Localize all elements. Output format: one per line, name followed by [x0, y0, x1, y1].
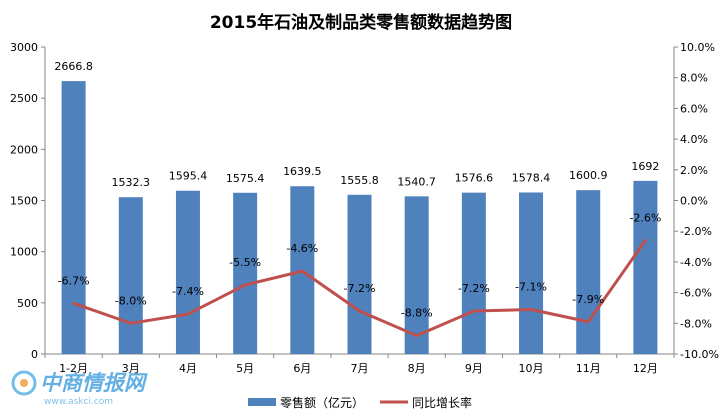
bar — [175, 190, 200, 354]
line-value-label: -6.7% — [58, 274, 90, 287]
line-point — [529, 307, 533, 311]
y-right-tick-label: 2.0% — [680, 164, 708, 177]
y-right-tick-label: 4.0% — [680, 133, 708, 146]
bar — [461, 192, 486, 354]
bar-value-label: 1540.7 — [397, 175, 436, 188]
y-left-tick-label: 2500 — [10, 92, 38, 105]
bar — [118, 197, 143, 354]
x-tick-label: 11月 — [576, 362, 601, 375]
x-tick-label: 3月 — [122, 362, 140, 375]
bar-series — [61, 81, 658, 354]
y-right-tick-label: 8.0% — [680, 72, 708, 85]
x-tick-label: 10月 — [519, 362, 544, 375]
line-point — [415, 334, 419, 338]
line-value-label: -7.1% — [515, 280, 547, 293]
line-value-label: -4.6% — [286, 242, 318, 255]
y-left-tick-label: 1500 — [10, 195, 38, 208]
bar-value-label: 1576.6 — [455, 172, 494, 185]
watermark-text: 中商情报网 — [40, 371, 148, 395]
y-right-tick-label: -6.0% — [680, 287, 712, 300]
x-tick-label: 9月 — [465, 362, 483, 375]
line-point — [586, 320, 590, 324]
line-value-label: -5.5% — [229, 256, 261, 269]
data-labels: 2666.8 1532.3 1595.4 1575.4 1639.5 1555.8 1540… — [54, 60, 661, 319]
x-tick-label: 8月 — [408, 362, 426, 375]
x-tick-label: 5月 — [236, 362, 254, 375]
x-tick-label: 12月 — [633, 362, 658, 375]
y-right-tick-label: -8.0% — [680, 317, 712, 330]
y-left-tick-label: 500 — [17, 297, 38, 310]
bar-value-label: 1532.3 — [112, 176, 151, 189]
legend-swatch-bar — [248, 398, 276, 406]
line-point — [129, 321, 133, 325]
bar-value-label: 1578.4 — [512, 171, 551, 184]
bar-value-label: 1555.8 — [340, 174, 379, 187]
line-point — [472, 309, 476, 313]
bar-value-label: 1575.4 — [226, 172, 265, 185]
x-tick-label: 4月 — [179, 362, 197, 375]
chart-title: 2015年石油及制品类零售额数据趋势图 — [210, 12, 512, 33]
bar — [633, 180, 658, 354]
y-left-tick-label: 0 — [31, 348, 38, 361]
bar-value-label: 1595.4 — [169, 170, 208, 183]
y-right-tick-label: 10.0% — [680, 41, 715, 54]
legend-label-bar: 零售额（亿元） — [280, 395, 364, 410]
line-series — [72, 238, 647, 338]
bar — [61, 81, 86, 354]
bar-value-label: 1639.5 — [283, 165, 322, 178]
line-point — [72, 301, 76, 305]
line-point — [358, 309, 361, 313]
line-point — [243, 283, 247, 287]
x-tick-label: 7月 — [351, 362, 369, 375]
watermark-logo-dot-icon — [20, 379, 28, 387]
bar-value-label: 2666.8 — [54, 60, 93, 73]
line-point — [643, 238, 647, 242]
x-tick-label: 6月 — [293, 362, 311, 375]
bar — [519, 192, 544, 354]
line-value-label: -8.0% — [115, 294, 147, 307]
bar — [576, 190, 601, 354]
legend-label-line: 同比增长率 — [412, 395, 472, 410]
y-right-tick-label: -10.0% — [680, 348, 719, 361]
line-value-label: -2.6% — [629, 211, 661, 224]
line-value-label: -7.2% — [344, 282, 376, 295]
bar-value-label: 1600.9 — [569, 169, 608, 182]
x-tick-label: 1-2月 — [59, 362, 88, 375]
y-right-tick-label: 0.0% — [680, 195, 708, 208]
watermark-url: www.askci.com — [44, 397, 113, 407]
legend: 零售额（亿元） 同比增长率 — [248, 395, 472, 410]
y-left-tick-label: 1000 — [10, 246, 38, 259]
line-point — [186, 312, 190, 316]
y-right-tick-label: -4.0% — [680, 256, 712, 269]
y-left-tick-label: 2000 — [10, 143, 38, 156]
watermark-logo-icon — [11, 370, 37, 396]
y-right-tick-label: 6.0% — [680, 102, 708, 115]
line-value-label: -7.2% — [458, 282, 490, 295]
bar — [404, 196, 429, 354]
y-left-tick-label: 3000 — [10, 41, 38, 54]
line-point — [300, 269, 304, 273]
line-value-label: -8.8% — [401, 307, 433, 320]
bar — [347, 194, 372, 354]
bar — [233, 192, 258, 354]
bar-value-label: 1692 — [631, 160, 659, 173]
y-right-tick-label: -2.0% — [680, 225, 712, 238]
line-value-label: -7.4% — [172, 285, 204, 298]
line-value-label: -7.9% — [572, 293, 604, 306]
watermark: 中商情报网 www.askci.com — [11, 370, 148, 407]
axes: 0 500 1000 1500 2000 2500 3000 -10.0% -8.0% -6.0%… — [10, 41, 719, 375]
